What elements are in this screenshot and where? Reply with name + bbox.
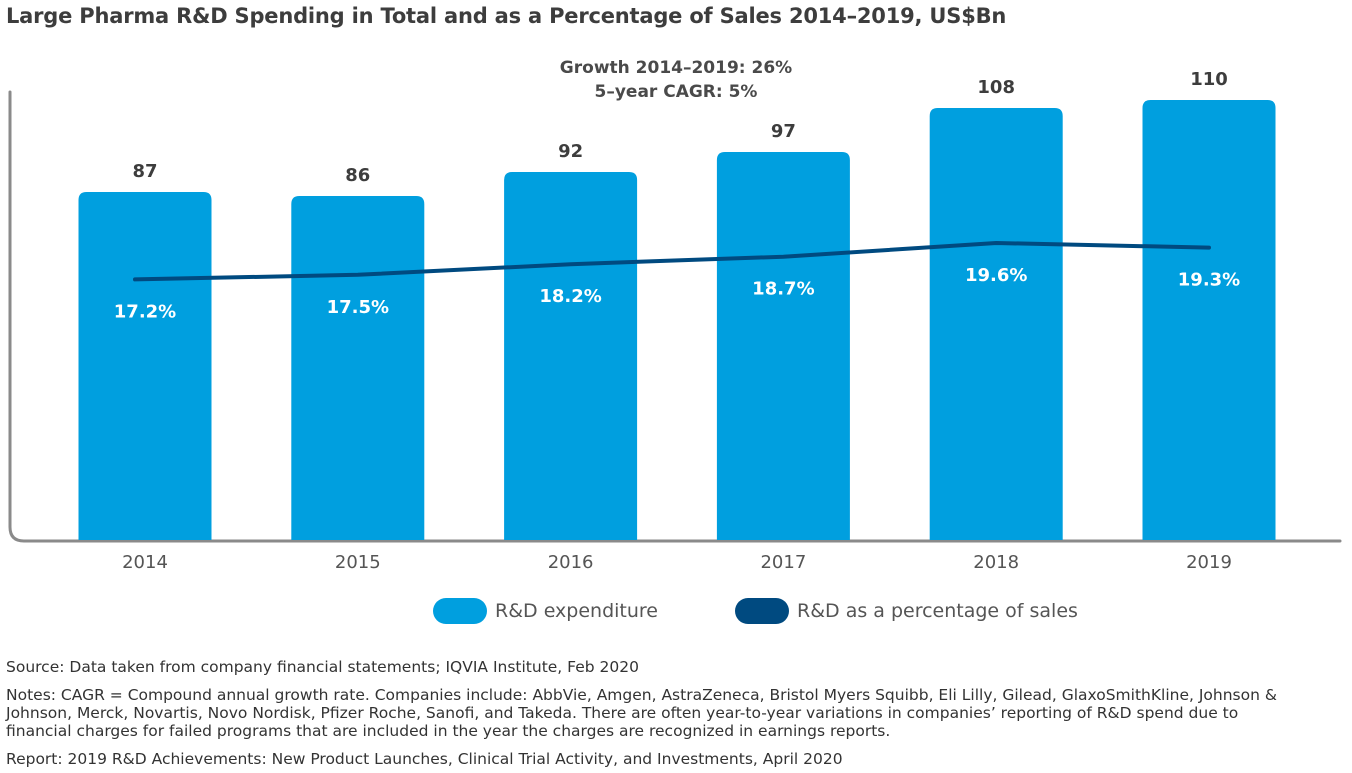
legend-swatch-bar	[433, 598, 487, 624]
chart-axis	[8, 90, 1342, 543]
percentage-label-2019: 19.3%	[1178, 270, 1240, 291]
bar-value-label-2014: 87	[132, 161, 157, 182]
legend-label-bar: R&D expenditure	[495, 600, 658, 622]
percentage-label-2018: 19.6%	[965, 265, 1027, 286]
x-tick-label-2015: 2015	[335, 552, 381, 573]
percentage-line	[133, 241, 1211, 282]
x-tick-label-2019: 2019	[1186, 552, 1232, 573]
footer-notes-1: Notes: CAGR = Compound annual growth rat…	[6, 686, 1277, 704]
bar-value-label-2016: 92	[558, 141, 583, 162]
chart-title: Large Pharma R&D Spending in Total and a…	[6, 4, 1007, 28]
x-tick-label-2017: 2017	[760, 552, 806, 573]
x-tick-label-2018: 2018	[973, 552, 1019, 573]
legend-label-line: R&D as a percentage of sales	[797, 600, 1078, 622]
legend-swatch-line	[735, 598, 789, 624]
percentage-label-2017: 18.7%	[752, 279, 814, 300]
growth-annotation: Growth 2014–2019: 26%	[559, 58, 793, 78]
bar-value-label-2018: 108	[977, 77, 1015, 98]
footer-source: Source: Data taken from company financia…	[6, 658, 639, 676]
x-tick-label-2016: 2016	[548, 552, 594, 573]
percentage-label-2016: 18.2%	[539, 286, 601, 307]
bar-value-label-2019: 110	[1190, 69, 1228, 90]
bar-2014	[78, 192, 212, 540]
footer-notes-2: Johnson, Merck, Novartis, Novo Nordisk, …	[6, 704, 1239, 722]
footer-report: Report: 2019 R&D Achievements: New Produ…	[6, 750, 843, 768]
bar-2019	[1142, 100, 1276, 540]
footer-notes-3: financial charges for failed programs th…	[6, 722, 891, 740]
percentage-label-2015: 17.5%	[327, 297, 389, 318]
x-tick-label-2014: 2014	[122, 552, 168, 573]
bar-2017	[716, 152, 850, 540]
bar-value-label-2015: 86	[345, 165, 370, 186]
bar-2018	[929, 108, 1063, 540]
bar-value-label-2017: 97	[771, 121, 796, 142]
legend-item-expenditure: R&D expenditure	[433, 598, 658, 624]
legend-item-percentage: R&D as a percentage of sales	[735, 598, 1078, 624]
bar-2015	[291, 196, 425, 540]
bar-2016	[504, 172, 638, 540]
cagr-annotation: 5–year CAGR: 5%	[594, 82, 758, 102]
percentage-label-2014: 17.2%	[114, 301, 176, 322]
